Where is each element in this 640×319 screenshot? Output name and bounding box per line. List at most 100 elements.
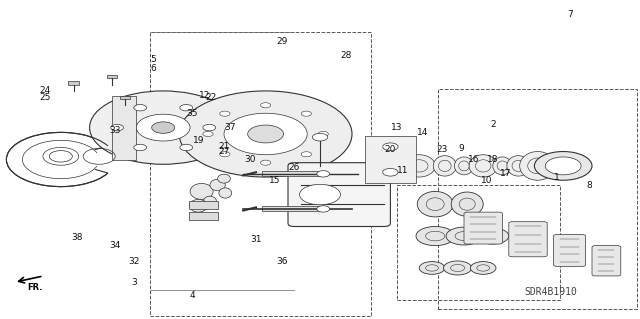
Text: 37: 37 — [225, 123, 236, 132]
Ellipse shape — [446, 227, 482, 245]
Ellipse shape — [419, 262, 445, 274]
Text: 25: 25 — [39, 93, 51, 102]
Circle shape — [301, 152, 312, 157]
Text: 14: 14 — [417, 128, 428, 137]
Bar — [262, 171, 326, 176]
Text: 26: 26 — [289, 163, 300, 172]
Text: 7: 7 — [567, 10, 572, 19]
Text: 29: 29 — [276, 37, 287, 46]
Ellipse shape — [190, 183, 213, 199]
Circle shape — [260, 103, 271, 108]
Ellipse shape — [454, 157, 474, 175]
Text: 16: 16 — [468, 155, 479, 164]
Ellipse shape — [416, 226, 454, 246]
Text: 5: 5 — [151, 55, 156, 63]
Text: 19: 19 — [193, 136, 204, 145]
Circle shape — [203, 131, 213, 137]
Text: 11: 11 — [397, 166, 409, 175]
Text: 22: 22 — [205, 93, 217, 102]
Text: 15: 15 — [269, 176, 281, 185]
Text: 8: 8 — [586, 181, 591, 189]
Text: 34: 34 — [109, 241, 121, 250]
Text: 38: 38 — [71, 233, 83, 242]
Text: 28: 28 — [340, 51, 351, 60]
Text: 27: 27 — [218, 147, 230, 156]
Bar — [262, 206, 326, 211]
Text: 30: 30 — [244, 155, 255, 164]
Ellipse shape — [204, 196, 216, 206]
Circle shape — [134, 105, 147, 111]
Text: 35: 35 — [186, 109, 198, 118]
Ellipse shape — [507, 156, 530, 176]
Text: SDR4B1910: SDR4B1910 — [525, 287, 578, 297]
Circle shape — [152, 122, 175, 133]
Circle shape — [111, 124, 124, 131]
Bar — [120, 96, 130, 99]
Bar — [112, 96, 136, 160]
Text: 3: 3 — [132, 278, 137, 287]
Text: 17: 17 — [500, 169, 511, 178]
Circle shape — [301, 111, 312, 116]
Circle shape — [248, 125, 284, 143]
Text: 12: 12 — [199, 91, 211, 100]
Bar — [68, 81, 79, 85]
Text: 21: 21 — [218, 142, 230, 151]
Text: 13: 13 — [391, 123, 403, 132]
Circle shape — [545, 157, 581, 175]
Ellipse shape — [417, 191, 453, 217]
Text: 24: 24 — [39, 86, 51, 95]
Ellipse shape — [520, 152, 556, 180]
Ellipse shape — [444, 261, 472, 275]
Text: 6: 6 — [151, 64, 156, 73]
Circle shape — [220, 111, 230, 116]
Bar — [189, 212, 218, 220]
Text: 2: 2 — [490, 120, 495, 129]
Text: 23: 23 — [436, 145, 447, 154]
Circle shape — [179, 91, 352, 177]
Ellipse shape — [218, 174, 230, 183]
Circle shape — [90, 91, 237, 164]
Wedge shape — [22, 140, 97, 179]
Text: 10: 10 — [481, 176, 492, 185]
Ellipse shape — [433, 156, 456, 176]
Circle shape — [136, 114, 190, 141]
FancyBboxPatch shape — [592, 246, 621, 276]
FancyBboxPatch shape — [509, 222, 547, 257]
Circle shape — [317, 206, 330, 212]
Circle shape — [383, 168, 398, 176]
Circle shape — [318, 131, 328, 137]
Text: 36: 36 — [276, 257, 287, 266]
Circle shape — [180, 144, 193, 151]
Text: 9: 9 — [458, 144, 463, 153]
Text: FR.: FR. — [28, 283, 43, 292]
Ellipse shape — [493, 157, 512, 175]
FancyBboxPatch shape — [288, 163, 390, 226]
FancyBboxPatch shape — [464, 212, 502, 244]
Ellipse shape — [470, 262, 496, 274]
Circle shape — [180, 105, 193, 111]
Wedge shape — [6, 132, 108, 187]
Bar — [107, 75, 117, 78]
FancyBboxPatch shape — [554, 234, 586, 266]
Circle shape — [312, 133, 328, 141]
Circle shape — [383, 143, 398, 151]
Text: 32: 32 — [129, 257, 140, 266]
Circle shape — [534, 152, 592, 180]
Ellipse shape — [219, 188, 232, 198]
Ellipse shape — [477, 228, 509, 244]
Circle shape — [260, 160, 271, 165]
Circle shape — [317, 171, 330, 177]
Ellipse shape — [189, 199, 207, 212]
Text: 31: 31 — [250, 235, 262, 244]
Circle shape — [203, 124, 216, 131]
Ellipse shape — [469, 155, 497, 177]
Circle shape — [300, 184, 340, 205]
Text: 1: 1 — [554, 173, 559, 182]
Circle shape — [134, 144, 147, 151]
Text: 4: 4 — [189, 291, 195, 300]
Ellipse shape — [210, 179, 225, 191]
Circle shape — [220, 152, 230, 157]
Bar — [189, 201, 218, 209]
Text: 20: 20 — [385, 145, 396, 154]
Text: 33: 33 — [109, 126, 121, 135]
